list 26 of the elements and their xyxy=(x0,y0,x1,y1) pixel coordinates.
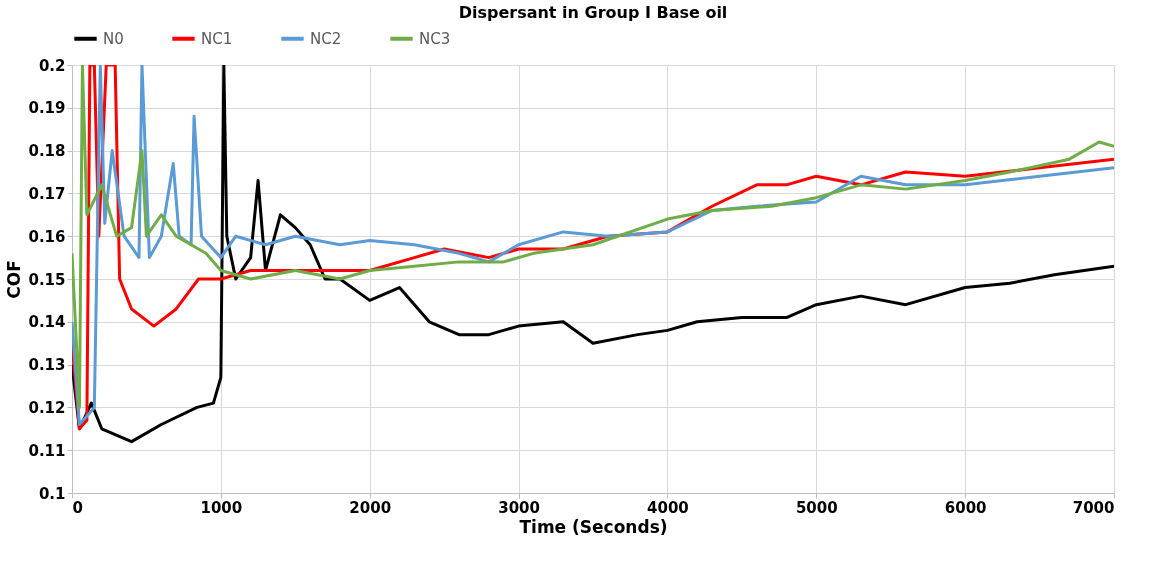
x-tick-label: 5000 xyxy=(795,498,838,517)
y-tick-label: 0.14 xyxy=(28,313,66,332)
x-tick-label: 4000 xyxy=(647,498,689,517)
x-tick-label: 6000 xyxy=(944,498,987,517)
y-tick-label: 0.19 xyxy=(28,99,66,118)
x-tick-label: 0 xyxy=(72,498,83,517)
y-tick-label: 0.17 xyxy=(28,184,66,203)
legend-label: N0 xyxy=(103,29,124,48)
legend-label: NC2 xyxy=(310,29,342,48)
y-tick-label: 0.1 xyxy=(38,484,66,503)
y-tick-label: 0.13 xyxy=(28,356,66,375)
legend-label: NC1 xyxy=(201,29,233,48)
x-tick-label: 7000 xyxy=(1072,498,1115,517)
y-axis-title: COF xyxy=(4,260,25,299)
x-tick-label: 2000 xyxy=(349,498,392,517)
y-tick-label: 0.18 xyxy=(28,142,66,161)
x-tick-label: 1000 xyxy=(200,498,243,517)
chart-title: Dispersant in Group I Base oil xyxy=(458,3,728,22)
y-tick-label: 0.2 xyxy=(38,56,66,75)
y-tick-label: 0.11 xyxy=(28,441,66,460)
x-tick-label: 3000 xyxy=(498,498,540,517)
x-axis-title: Time (Seconds) xyxy=(519,516,668,537)
y-tick-label: 0.15 xyxy=(28,270,66,289)
y-tick-label: 0.16 xyxy=(28,227,66,246)
legend-label: NC3 xyxy=(419,29,451,48)
y-tick-label: 0.12 xyxy=(28,398,66,417)
